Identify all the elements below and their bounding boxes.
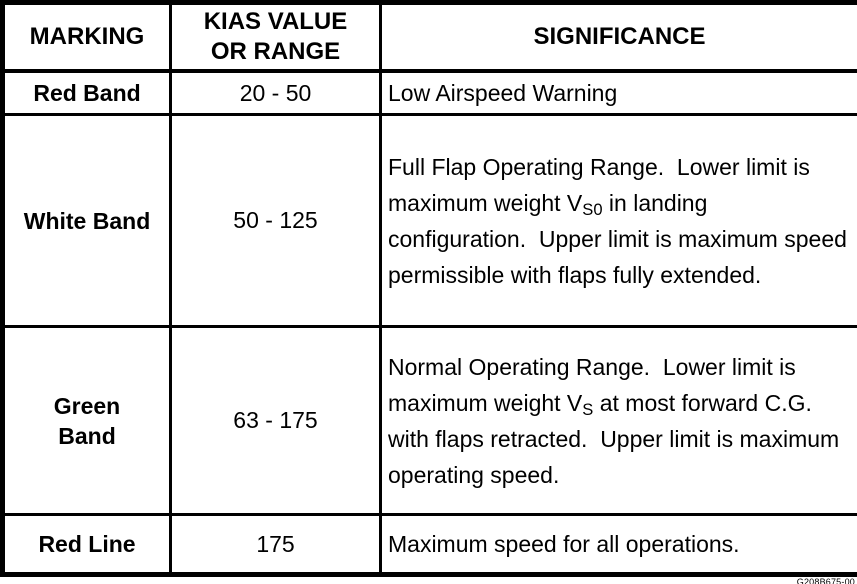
- significance-text: Low Airspeed Warning: [388, 80, 618, 106]
- table-row-red-line: Red Line 175 Maximum speed for all opera…: [1, 513, 857, 576]
- kias-cell: 20 - 50: [169, 69, 382, 116]
- table-header-row: MARKING KIAS VALUE OR RANGE SIGNIFICANCE: [1, 1, 857, 73]
- kias-cell: 63 - 175: [169, 325, 382, 516]
- v-speed-subscript: S: [582, 399, 594, 419]
- header-marking: MARKING: [1, 1, 172, 73]
- significance-text: Maximum speed for all operations.: [388, 531, 740, 557]
- marking-cell: White Band: [1, 113, 172, 328]
- marking-cell: Red Line: [1, 513, 172, 576]
- significance-text: Normal Operating Range. Lower limit is m…: [388, 353, 803, 416]
- header-significance: SIGNIFICANCE: [379, 1, 857, 73]
- significance-cell: Normal Operating Range. Lower limit is m…: [379, 325, 857, 516]
- kias-cell: 50 - 125: [169, 113, 382, 328]
- table-row-green-band: Green Band 63 - 175 Normal Operating Ran…: [1, 325, 857, 516]
- marking-cell: Green Band: [1, 325, 172, 516]
- marking-cell: Red Band: [1, 69, 172, 116]
- table-row-white-band: White Band 50 - 125 Full Flap Operating …: [1, 113, 857, 328]
- significance-text: at most forward C.G. with flaps retracte…: [388, 389, 846, 488]
- table-row-red-band: Red Band 20 - 50 Low Airspeed Warning: [1, 69, 857, 116]
- significance-cell: Low Airspeed Warning: [379, 69, 857, 116]
- significance-text: in landing configuration. Upper limit is…: [388, 189, 854, 288]
- v-speed-subscript: S0: [582, 199, 603, 219]
- header-kias-value-or-range: KIAS VALUE OR RANGE: [169, 1, 382, 73]
- significance-text: Full Flap Operating Range. Lower limit i…: [388, 153, 817, 216]
- kias-cell: 175: [169, 513, 382, 576]
- significance-cell: Maximum speed for all operations.: [379, 513, 857, 576]
- figure-reference-code: G208B675-00: [796, 577, 855, 584]
- significance-cell: Full Flap Operating Range. Lower limit i…: [379, 113, 857, 328]
